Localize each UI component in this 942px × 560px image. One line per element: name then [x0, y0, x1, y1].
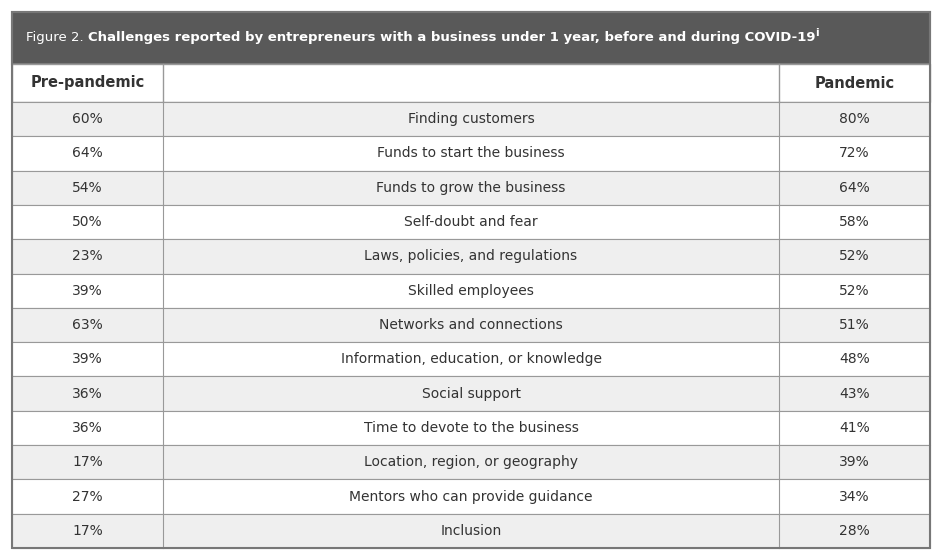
Text: Pre-pandemic: Pre-pandemic — [30, 76, 145, 91]
Text: 39%: 39% — [839, 455, 869, 469]
Text: Laws, policies, and regulations: Laws, policies, and regulations — [365, 249, 577, 263]
Text: 17%: 17% — [73, 455, 103, 469]
Text: 17%: 17% — [73, 524, 103, 538]
Bar — [12, 102, 930, 136]
Text: Figure 2.: Figure 2. — [26, 31, 88, 44]
Text: Time to devote to the business: Time to devote to the business — [364, 421, 578, 435]
Text: Mentors who can provide guidance: Mentors who can provide guidance — [349, 489, 593, 503]
Text: 39%: 39% — [73, 352, 103, 366]
Text: 64%: 64% — [73, 147, 103, 161]
Text: 39%: 39% — [73, 284, 103, 298]
Text: Challenges reported by entrepreneurs with a business under 1 year, before and du: Challenges reported by entrepreneurs wit… — [88, 31, 816, 44]
Bar — [12, 64, 930, 102]
Text: 50%: 50% — [73, 215, 103, 229]
Text: 80%: 80% — [839, 112, 869, 126]
Bar — [12, 445, 930, 479]
Text: Funds to grow the business: Funds to grow the business — [376, 181, 566, 195]
Bar — [12, 308, 930, 342]
Bar — [12, 411, 930, 445]
Text: 41%: 41% — [839, 421, 869, 435]
Text: 63%: 63% — [73, 318, 103, 332]
Bar — [12, 12, 930, 64]
Bar — [12, 514, 930, 548]
Text: 52%: 52% — [839, 249, 869, 263]
Text: 51%: 51% — [839, 318, 869, 332]
Text: Self-doubt and fear: Self-doubt and fear — [404, 215, 538, 229]
Text: i: i — [816, 28, 819, 38]
Text: 43%: 43% — [839, 386, 869, 400]
Text: 34%: 34% — [839, 489, 869, 503]
Text: Pandemic: Pandemic — [814, 76, 894, 91]
Text: 27%: 27% — [73, 489, 103, 503]
Text: 64%: 64% — [839, 181, 869, 195]
Text: 28%: 28% — [839, 524, 869, 538]
Text: 72%: 72% — [839, 147, 869, 161]
Text: 36%: 36% — [73, 386, 103, 400]
Bar — [12, 239, 930, 273]
Bar — [12, 376, 930, 411]
Bar — [12, 171, 930, 205]
Text: Funds to start the business: Funds to start the business — [377, 147, 565, 161]
Bar — [12, 205, 930, 239]
Text: Location, region, or geography: Location, region, or geography — [364, 455, 578, 469]
Bar — [12, 273, 930, 308]
Text: Social support: Social support — [421, 386, 521, 400]
Text: Networks and connections: Networks and connections — [379, 318, 563, 332]
Text: 23%: 23% — [73, 249, 103, 263]
Text: 48%: 48% — [839, 352, 869, 366]
Text: 58%: 58% — [839, 215, 869, 229]
Text: Finding customers: Finding customers — [408, 112, 534, 126]
Text: 60%: 60% — [73, 112, 103, 126]
Text: 54%: 54% — [73, 181, 103, 195]
Bar — [12, 479, 930, 514]
Bar — [12, 136, 930, 171]
Text: 36%: 36% — [73, 421, 103, 435]
Bar — [12, 342, 930, 376]
Text: Information, education, or knowledge: Information, education, or knowledge — [340, 352, 602, 366]
Text: 52%: 52% — [839, 284, 869, 298]
Text: Inclusion: Inclusion — [440, 524, 502, 538]
Text: Skilled employees: Skilled employees — [408, 284, 534, 298]
